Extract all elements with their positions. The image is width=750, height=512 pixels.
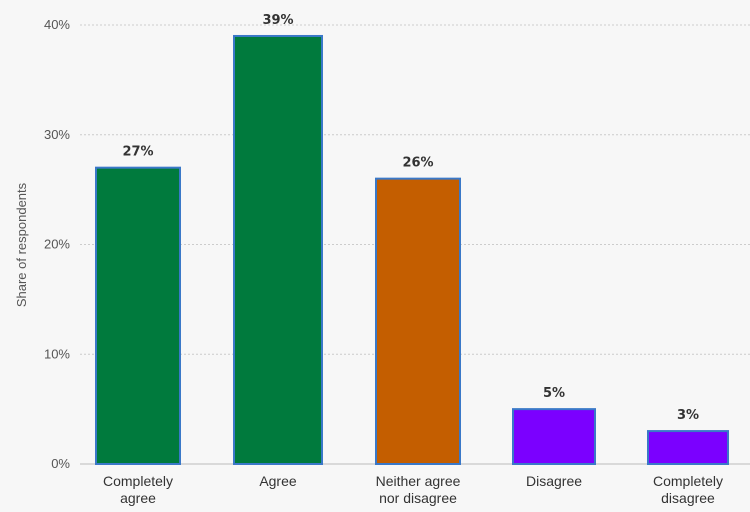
x-axis-categories: Completely agree Agree Neither agree nor dis…	[103, 473, 723, 506]
bar[interactable]	[375, 177, 461, 465]
category-label: Agree	[259, 473, 297, 489]
data-label: 39%	[262, 13, 293, 28]
bar[interactable]	[233, 34, 323, 465]
bars	[95, 34, 729, 466]
data-label: 3%	[677, 408, 699, 423]
data-labels: 27% 39% 26% 5% 3%	[122, 13, 699, 423]
data-label: 26%	[402, 156, 433, 171]
bar[interactable]	[512, 408, 596, 465]
category-label: Neither agree nor disagree	[376, 473, 461, 506]
data-label: 27%	[122, 145, 153, 160]
category-label: Completely agree	[103, 473, 173, 506]
data-label: 5%	[543, 386, 565, 401]
y-tick-label: 0%	[51, 456, 70, 471]
category-label: Disagree	[526, 473, 582, 489]
y-tick-label: 10%	[44, 346, 70, 361]
y-axis-title: Share of respondents	[14, 182, 29, 307]
y-tick-label: 40%	[44, 17, 70, 32]
y-axis-ticks: 0% 10% 20% 30% 40%	[44, 17, 70, 471]
bar[interactable]	[647, 430, 729, 466]
y-tick-label: 20%	[44, 237, 70, 252]
y-tick-label: 30%	[44, 127, 70, 142]
category-label: Completely disagree	[653, 473, 723, 506]
bar[interactable]	[95, 166, 181, 466]
